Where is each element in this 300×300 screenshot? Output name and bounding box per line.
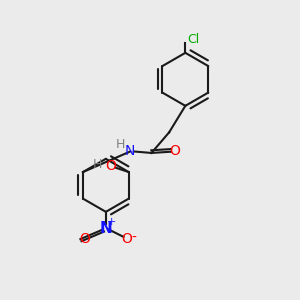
Text: N: N: [125, 145, 136, 158]
Text: H: H: [93, 158, 103, 171]
Text: O: O: [79, 232, 90, 246]
Text: H: H: [116, 138, 125, 151]
Text: N: N: [100, 220, 112, 236]
Text: +: +: [107, 217, 116, 227]
Text: O: O: [169, 145, 181, 158]
Text: O: O: [122, 232, 133, 246]
Text: -: -: [131, 231, 136, 245]
Text: O: O: [106, 159, 117, 173]
Text: Cl: Cl: [187, 33, 199, 46]
